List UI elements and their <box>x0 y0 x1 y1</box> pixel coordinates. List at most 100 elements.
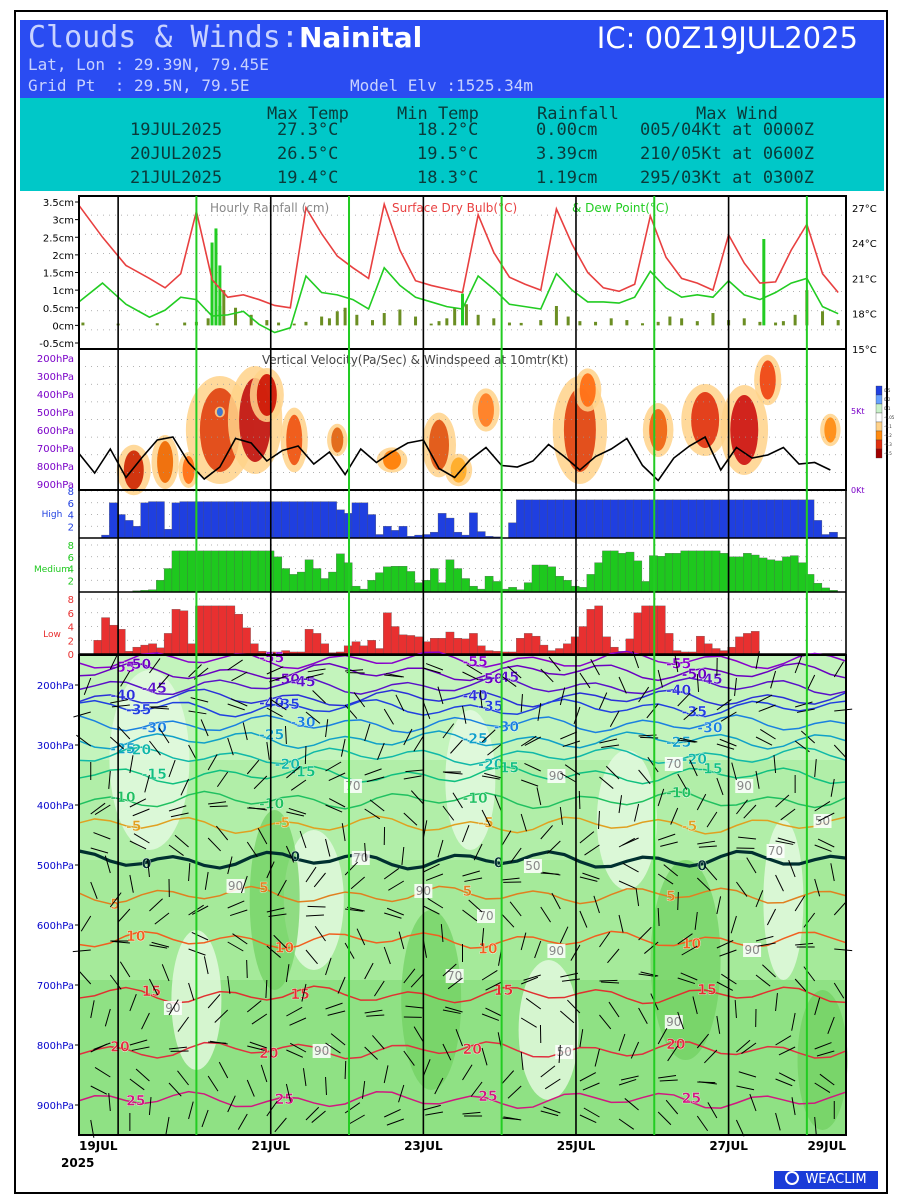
high-cloud-bar <box>555 499 564 539</box>
medium-cloud-axis-tick: 6 <box>68 553 74 564</box>
rh-label: 90 <box>666 1015 681 1029</box>
low-cloud-bar <box>453 638 463 655</box>
medium-cloud-bar <box>696 550 705 593</box>
rain-bar-peak <box>214 228 218 326</box>
wind-barb <box>794 701 813 708</box>
wind-barb <box>383 708 394 725</box>
high-cloud-bar <box>156 501 165 539</box>
wind-barb <box>344 861 358 876</box>
high-cloud-axis-tick: 4 <box>68 511 74 522</box>
low-cloud-bar <box>563 643 572 655</box>
high-cloud-axis-tick: 2 <box>68 522 74 533</box>
low-cloud-bar <box>594 605 603 655</box>
rain-bar <box>821 311 825 326</box>
high-cloud-axis-tick: 6 <box>68 499 74 510</box>
medium-cloud-bar <box>782 556 791 593</box>
wind-barb <box>190 697 209 703</box>
isotherm-label: 0 <box>290 850 300 866</box>
vv-legend-swatch <box>875 412 883 423</box>
wind-barb <box>144 774 150 793</box>
high-cloud-bar <box>171 502 181 539</box>
medium-cloud-label: Medium <box>34 565 70 575</box>
wind-barb <box>485 981 502 991</box>
wind-barb <box>289 1017 307 1026</box>
wind-barb <box>109 974 122 990</box>
wind-barb <box>760 729 776 740</box>
rh-dry-patch <box>518 960 579 1100</box>
wind-barb <box>755 974 771 987</box>
wind-barb <box>542 871 561 876</box>
high-cloud-bar <box>766 499 776 539</box>
wind-barb <box>579 831 595 844</box>
isotherm-line <box>78 650 847 670</box>
wind-barb <box>573 706 581 725</box>
rain-bar <box>578 321 582 326</box>
wind-barb <box>403 1050 415 1066</box>
wind-barb <box>540 668 554 683</box>
wind-barb <box>78 970 92 985</box>
wind-barb <box>560 772 577 783</box>
wind-barb <box>762 964 776 978</box>
wind-barb <box>129 1078 145 1091</box>
wind-barb <box>207 994 221 1009</box>
wind-barb <box>834 948 853 952</box>
isotherm-label: 15 <box>290 987 309 1003</box>
high-cloud-bar <box>140 502 149 539</box>
wind-barb <box>170 812 189 818</box>
rain-bar <box>265 320 269 326</box>
wind-barb <box>484 772 502 779</box>
isotherm-label: 15 <box>142 984 161 1000</box>
wind-barb <box>312 690 326 704</box>
medium-cloud-bar <box>594 562 603 593</box>
rain-bar <box>625 320 629 326</box>
wind-barb <box>364 1009 383 1014</box>
medium-cloud-bar <box>719 553 729 593</box>
medium-cloud-bar <box>586 574 596 593</box>
wind-barb <box>366 1014 385 1017</box>
isotherm-label: -40 <box>666 683 692 699</box>
wind-barb <box>218 1061 229 1079</box>
isotherm-label: 20 <box>259 1046 279 1062</box>
contour-axis-tick: 400hPa <box>37 801 74 812</box>
isotherm-label: 10 <box>275 941 295 957</box>
wind-barb <box>266 741 270 760</box>
wind-barb <box>534 940 542 959</box>
wind-barb <box>817 812 835 822</box>
wind-barb <box>109 736 125 750</box>
wind-barb <box>209 1040 228 1045</box>
wind-barb <box>716 896 722 915</box>
isotherm-label: -15 <box>290 765 315 781</box>
wind-barb <box>246 959 248 979</box>
medium-cloud-bar <box>617 553 627 593</box>
wind-barb <box>766 908 777 926</box>
rain-bar <box>453 307 457 326</box>
wind-barb <box>599 692 608 710</box>
row1-rain: 0.00cm <box>536 120 598 140</box>
wind-barb <box>696 1115 709 1132</box>
wind-barb <box>507 665 522 679</box>
wind-barb <box>706 811 718 828</box>
rain-axis-tick: 0.5cm <box>43 304 74 315</box>
rain-bar-peak <box>210 242 214 326</box>
low-cloud-bar <box>383 612 392 655</box>
rain-bar <box>292 323 296 326</box>
isotherm-label: -5 <box>682 819 698 835</box>
wind-barb <box>161 964 170 982</box>
vv-axis-tick: 300hPa <box>37 372 74 383</box>
wind-barb <box>731 762 737 781</box>
wind-barb <box>119 961 131 978</box>
wind-barb <box>806 674 816 692</box>
wind-barb <box>833 901 847 916</box>
low-cloud-bar <box>132 646 142 655</box>
high-cloud-bar <box>109 502 118 539</box>
windspeed-series <box>78 435 831 482</box>
wind-barb <box>286 811 305 817</box>
wind-barb <box>227 900 245 909</box>
wind-barb <box>207 837 222 852</box>
high-cloud-bar <box>625 499 635 539</box>
wind-barb <box>305 949 318 965</box>
wind-barb <box>734 677 737 696</box>
wind-barb <box>410 790 424 805</box>
contour-axis-tick: 200hPa <box>37 681 74 692</box>
high-cloud-bar <box>758 499 768 539</box>
